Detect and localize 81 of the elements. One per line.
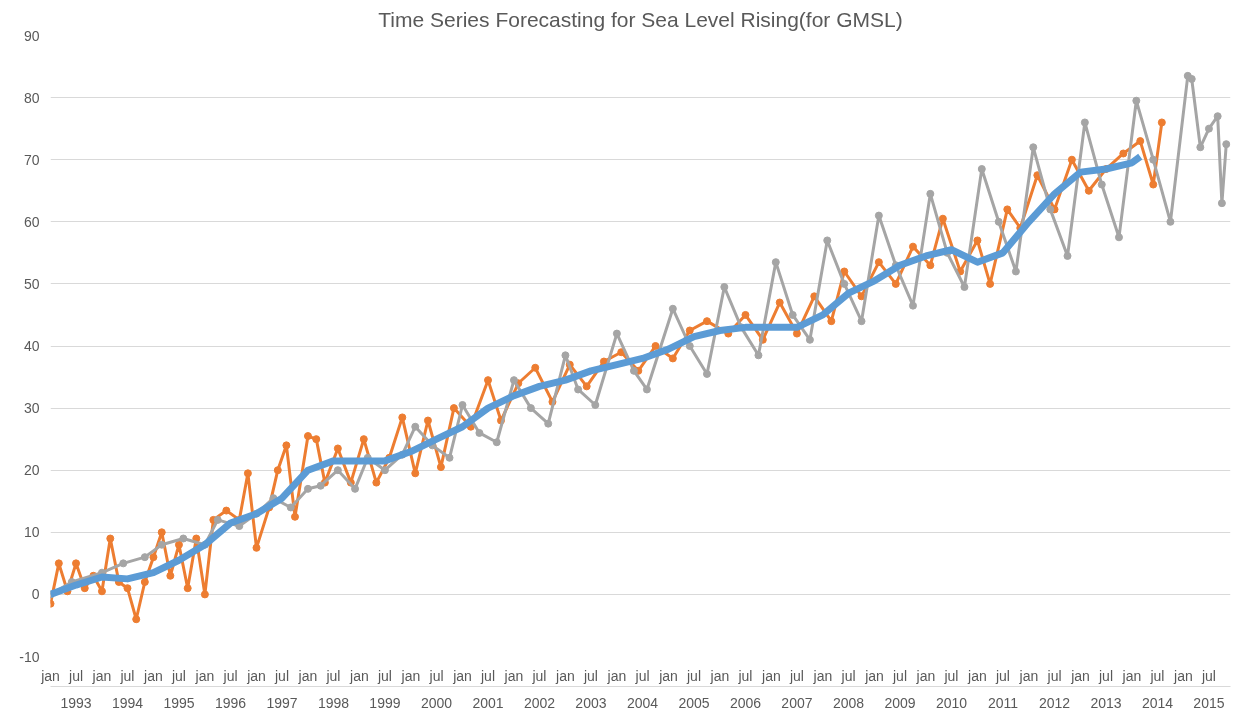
x-tick-label: jan: [967, 667, 987, 684]
x2-tick-label: 2009: [884, 694, 916, 711]
x-tick-label: jul: [68, 667, 84, 684]
x-tick-label: jul: [943, 667, 959, 684]
x2-tick-label: 2000: [420, 694, 453, 711]
x-tick-label: jan: [91, 667, 112, 684]
x2-tick-label: 2008: [832, 694, 865, 711]
y-tick-label: 0: [31, 586, 40, 603]
x2-tick-label: 2005: [678, 694, 710, 711]
y-tick-label: 30: [23, 400, 40, 417]
x-tick-label: jan: [297, 667, 318, 684]
x2-tick-label: 1998: [317, 694, 350, 711]
x-tick-label: jan: [915, 667, 936, 684]
x2-tick-label: 1996: [214, 694, 247, 711]
y-tick-label: 50: [23, 275, 40, 292]
x2-tick-label: 2004: [626, 694, 659, 711]
x-tick-label: jul: [994, 667, 1010, 684]
x-tick-label: jan: [452, 667, 472, 684]
x2-tick-label: 1997: [266, 694, 298, 711]
x-tick-label: jul: [531, 667, 547, 684]
x-tick-label: jan: [143, 667, 163, 684]
x-tick-label: jan: [555, 667, 575, 684]
x-tick-label: jan: [658, 667, 678, 684]
x2-tick-label: 1993: [60, 694, 92, 711]
x2-tick-label: 2007: [781, 694, 813, 711]
x-tick-label: jan: [864, 667, 884, 684]
y-tick-label: 60: [23, 213, 40, 230]
x2-tick-label: 1995: [163, 694, 195, 711]
x-tick-label: jul: [325, 667, 341, 684]
x-tick-label: jul: [1046, 667, 1062, 684]
x-tick-label: jan: [1121, 667, 1142, 684]
x2-tick-label: 2002: [523, 694, 556, 711]
x2-tick-label: 2011: [987, 694, 1019, 711]
x-tick-label: jan: [40, 667, 60, 684]
x-tick-label: jul: [119, 667, 135, 684]
x2-tick-label: 2001: [472, 694, 504, 711]
x2-tick-label: 2015: [1193, 694, 1225, 711]
x-tick-label: jul: [170, 667, 186, 684]
x-tick-label: jul: [582, 667, 598, 684]
y-tick-label: 90: [23, 27, 40, 44]
x2-tick-label: 2014: [1141, 694, 1174, 711]
y-tick-label: 20: [23, 462, 40, 479]
x-tick-label: jul: [480, 667, 496, 684]
x-tick-label: jan: [761, 667, 781, 684]
x-tick-label: jan: [246, 667, 266, 684]
x-tick-label: jul: [840, 667, 856, 684]
x-tick-label: jul: [737, 667, 753, 684]
x-tick-label: jan: [812, 667, 833, 684]
y-tick-label: -10: [19, 648, 40, 665]
x-tick-label: jan: [194, 667, 215, 684]
x-tick-label: jan: [1173, 667, 1193, 684]
x2-tick-label: 2006: [729, 694, 762, 711]
x-tick-label: jul: [634, 667, 650, 684]
x-tick-label: jul: [788, 667, 804, 684]
x-tick-label: jul: [1200, 667, 1216, 684]
x-tick-label: jul: [686, 667, 702, 684]
x-tick-label: jan: [400, 667, 421, 684]
x-tick-label: jul: [1149, 667, 1165, 684]
x-tick-label: jan: [606, 667, 627, 684]
x2-tick-label: 2003: [575, 694, 607, 711]
y-tick-label: 40: [23, 338, 40, 354]
y-tick-label: 10: [23, 524, 40, 541]
x2-tick-label: 2013: [1090, 694, 1122, 711]
x-tick-label: jul: [222, 667, 238, 684]
x-tick-label: jan: [709, 667, 730, 684]
x-tick-label: jan: [1070, 667, 1090, 684]
x-tick-label: jan: [1018, 667, 1039, 684]
x2-tick-label: 2012: [1038, 694, 1071, 711]
x2-tick-label: 1999: [369, 694, 401, 711]
x-tick-label: jul: [892, 667, 908, 684]
x-tick-label: jul: [376, 667, 392, 684]
y-tick-label: 80: [23, 89, 40, 106]
y-tick-label: 70: [23, 151, 40, 168]
x-tick-label: jul: [1098, 667, 1114, 684]
x-tick-label: jan: [503, 667, 524, 684]
x-tick-label: jul: [274, 667, 290, 684]
x2-tick-label: 2010: [935, 694, 968, 711]
x2-tick-label: 1994: [111, 694, 144, 711]
x-tick-label: jul: [428, 667, 444, 684]
chart-title: Time Series Forecasting for Sea Level Rising(for GMSL): [378, 7, 903, 31]
x-tick-label: jan: [349, 667, 369, 684]
